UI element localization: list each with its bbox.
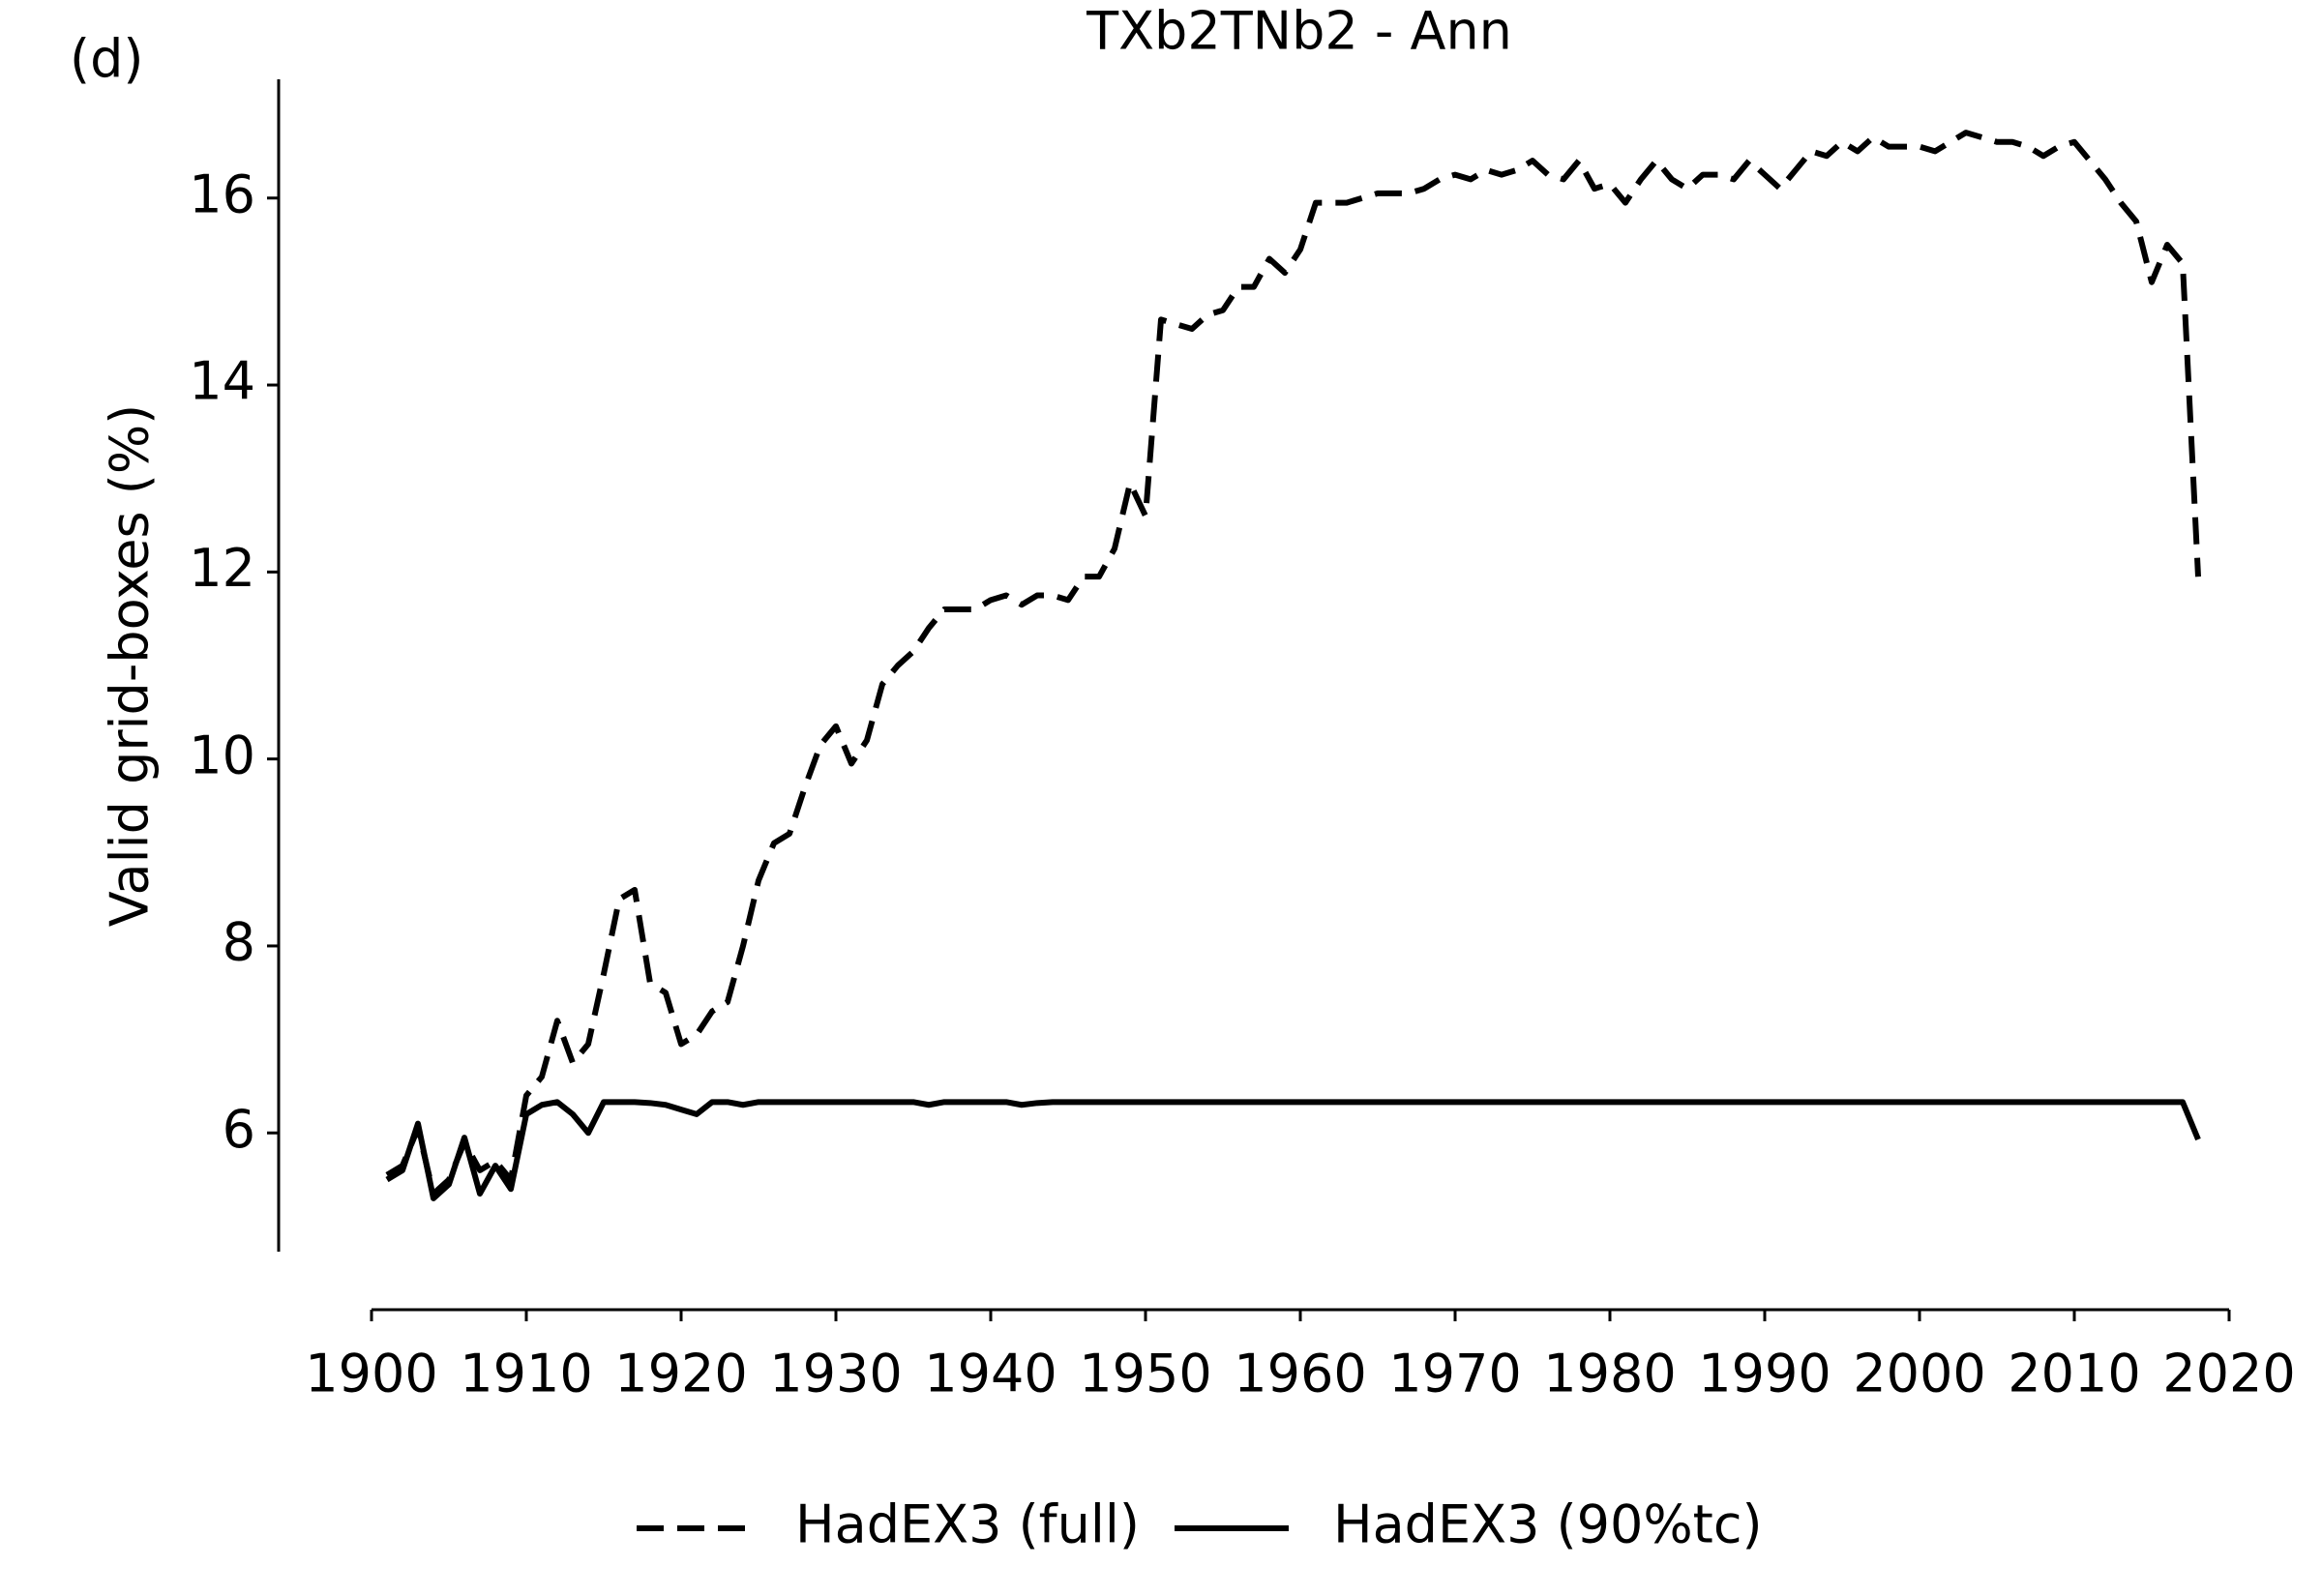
data-line [385,130,2201,1197]
legend-label: HadEX3 (full) [795,1494,1140,1555]
y-tick-label: 6 [223,1099,255,1160]
chart-title: TXb2TNb2 - Ann [1086,1,1512,62]
y-tick-label: 12 [189,538,255,599]
y-tick-label: 14 [189,351,255,412]
x-tick-label: 1900 [305,1344,437,1404]
x-tick-label: 1940 [924,1344,1057,1404]
x-tick-label: 1970 [1388,1344,1521,1404]
panel-label: (d) [70,29,143,90]
x-tick-label: 1990 [1698,1344,1831,1404]
x-tick-label: 1950 [1079,1344,1211,1404]
y-tick-label: 8 [223,912,255,973]
y-tick-label: 16 [189,163,255,224]
x-tick-label: 2010 [2008,1344,2140,1404]
x-tick-label: 1960 [1234,1344,1366,1404]
x-tick-label: 2000 [1853,1344,1985,1404]
y-axis-title: Valid grid-boxes (%) [100,404,161,927]
x-tick-label: 1930 [769,1344,902,1404]
legend-label: HadEX3 (90%tc) [1333,1494,1763,1555]
x-tick-label: 1910 [460,1344,592,1404]
data-line [385,1099,2201,1201]
y-tick-label: 10 [189,724,255,785]
x-tick-label: 1920 [614,1344,747,1404]
x-tick-label: 2020 [2162,1344,2295,1404]
x-tick-label: 1980 [1543,1344,1676,1404]
